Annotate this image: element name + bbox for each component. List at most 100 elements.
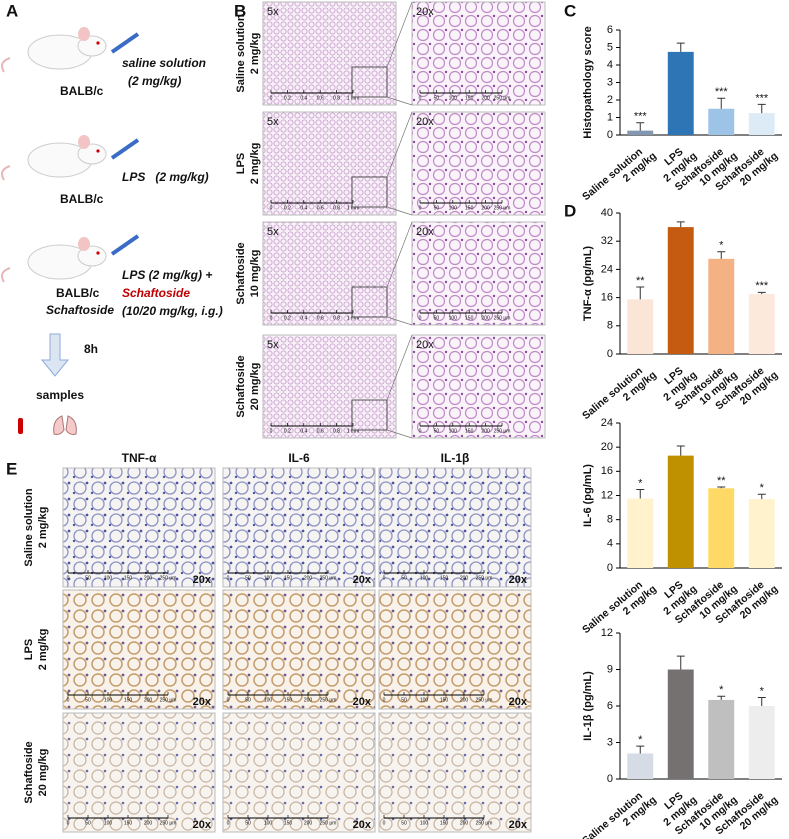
scale-label: 100 [449,315,458,321]
error-bar [717,97,726,109]
scale-label: 0 [227,820,230,826]
significance: *** [755,92,769,104]
scale-label: 200 [481,95,490,101]
scale-label: 0 [383,575,386,581]
scale-label: 250 μm [494,205,511,211]
scale-label: 0 [419,315,422,321]
scale-label: 50 [401,575,407,581]
scale-label: 200 [144,697,153,703]
scale-label: 250 μm [476,820,493,826]
zoom-box [351,66,388,98]
y-tick-label: 3 [607,736,613,748]
magnification-label: 5x [267,226,279,238]
scale-label: 150 [465,95,474,101]
scale-label: 50 [434,428,440,434]
error-bar [676,221,685,228]
scale-label: 200 [481,205,490,211]
scale-label: 100 [264,820,273,826]
arrow [40,333,70,377]
panel-letter: D [564,201,576,220]
y-axis-title: IL-1β (pg/mL) [582,671,594,741]
y-tick-label: 16 [601,465,613,477]
significance: *** [755,280,769,292]
scale-label: 50 [401,697,407,703]
column-header: TNF-α [122,451,157,465]
bar [748,706,775,779]
column-header: IL-1β [441,451,470,465]
scale-label: 0 [270,95,273,101]
micrograph [62,589,216,710]
y-tick-label: 40 [601,207,613,219]
micrograph [378,467,532,588]
magnification-label: 20x [509,696,528,708]
bar [748,113,775,135]
scale-label: 0 [383,697,386,703]
bar [667,51,694,135]
scale-label: 0.8 [333,428,340,434]
mouse-label: BALB/c [60,84,104,98]
scale-label: 0 [419,428,422,434]
bar [627,498,654,568]
scale-label: 100 [104,697,113,703]
significance: * [638,734,643,746]
micrograph [222,467,376,588]
significance: *** [715,86,729,98]
mouse-icon [1,135,140,181]
micrograph [262,1,397,106]
y-axis-title: IL-6 (pg/mL) [582,464,594,527]
scale-label: 150 [465,428,474,434]
x-tick-label: Saline solution2 mg/kg [580,785,659,839]
zoom-line [386,429,413,439]
scale-label: 0 [227,575,230,581]
scale-label: 200 [481,428,490,434]
row-label-line: Saline solution [23,488,35,567]
scale-label: 1 mm [347,95,360,101]
bar [627,753,654,779]
scale-label: 0.6 [317,205,324,211]
scale-label: 50 [85,820,91,826]
magnification-label: 20x [353,574,372,586]
y-tick-label: 4 [607,59,613,71]
magnification-label: 5x [267,116,279,128]
time-label: 8h [84,342,98,356]
scale-label: 0.4 [300,205,307,211]
mouse-label: Schaftoside [46,303,114,317]
scale-label: 0.4 [300,428,307,434]
scale-label: 100 [449,428,458,434]
micrograph [411,221,546,326]
zoom-line [386,96,413,106]
panel-letter: C [564,1,576,20]
significance: * [719,240,724,252]
y-tick-label: 12 [601,627,613,639]
y-tick-label: 24 [601,417,613,429]
micrograph [378,712,532,833]
error-bar [636,488,645,499]
scale-label: 50 [434,315,440,321]
y-tick-label: 9 [607,663,613,675]
zoom-line [386,316,413,326]
y-axis-title: Histopathology score [582,26,594,138]
bar [748,294,775,354]
y-tick-label: 6 [607,700,613,712]
row-label: Schaftoside 20 mg/kg [23,741,49,803]
magnification-label: 20x [193,696,212,708]
significance: ** [717,475,726,487]
scale-label: 100 [104,575,113,581]
scale-label: 50 [245,820,251,826]
scale-label: 50 [85,575,91,581]
y-tick-label: 5 [607,41,613,53]
bar [667,227,694,354]
row-label-line: 2 mg/kg [37,629,49,671]
y-axis-title: TNF-α (pg/mL) [582,246,594,322]
magnification-label: 20x [353,819,372,831]
scale-label: 0.4 [300,315,307,321]
scale-label: 250 μm [320,697,337,703]
scale-label: 0.8 [333,315,340,321]
scale-label: 50 [434,95,440,101]
significance: * [638,477,643,489]
row-label: Schaftoside 20 mg/kg [235,355,261,417]
scale-label: 150 [284,820,293,826]
scale-label: 200 [144,820,153,826]
zoom-box [351,286,388,318]
